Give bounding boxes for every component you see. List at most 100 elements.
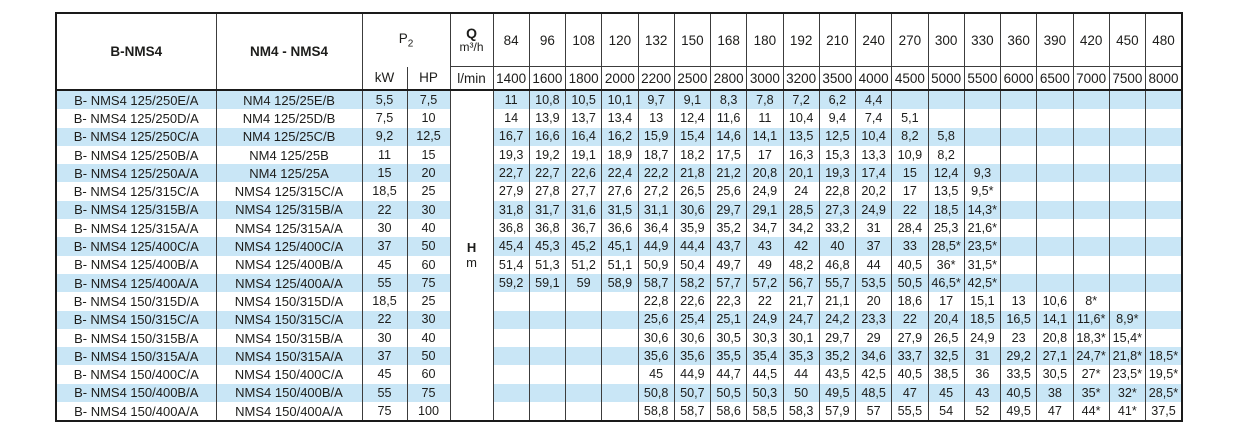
model-nm-cell: NMS4 125/315B/A [216,200,363,220]
model-b-cell: B- NMS4 150/315A/A [56,347,217,366]
head-value-cell: 36,8 [493,219,530,238]
head-value-cell [964,109,1002,128]
head-value-cell: 21,2 [710,164,748,183]
head-value-cell: 58,2 [674,273,712,293]
head-value-cell: 8,2 [891,127,929,146]
head-value-cell: 37,5 [1145,402,1183,422]
flow-lmin-header-cell: 5500 [964,66,1002,91]
kw-cell: 45 [362,255,408,274]
head-value-cell [964,145,1002,165]
head-value-cell [1145,200,1183,220]
kw-cell: 30 [362,328,408,348]
head-value-cell [493,310,530,329]
head-value-cell [565,365,603,384]
head-value-cell: 50,9 [638,255,675,274]
head-value-cell: 27* [1073,365,1110,384]
head-value-cell: 44,7 [710,365,748,384]
head-value-cell [1109,109,1147,128]
head-value-cell: 35,6 [674,347,712,366]
head-value-cell: 36,7 [565,219,603,238]
head-value-cell: 11,6 [710,109,748,128]
head-value-cell: 16,4 [565,127,603,146]
kw-cell: 30 [362,219,408,238]
head-value-cell [1036,273,1074,293]
head-value-cell [529,310,567,329]
kw-cell: 15 [362,164,408,183]
hp-cell: 60 [407,255,451,274]
head-value-cell: 18,3* [1073,328,1110,348]
flow-m3h-header-cell: 84 [493,13,530,67]
head-value-cell: 51,4 [493,255,530,274]
head-value-cell: 24,9 [746,310,784,329]
head-value-cell: 22,6 [674,292,712,311]
model-nm-cell: NMS4 125/400B/A [216,255,363,274]
head-value-cell [565,402,603,422]
head-value-cell: 10,4 [783,109,820,128]
head-value-cell: 34,7 [746,219,784,238]
head-value-cell: 36,8 [529,219,567,238]
head-value-cell: 20,8 [746,164,784,183]
head-value-cell: 24,2 [819,310,857,329]
head-value-cell: 9,5* [964,182,1002,201]
head-value-cell: 24,9 [964,328,1002,348]
head-value-cell: 21,1 [819,292,857,311]
head-value-cell: 12,4 [674,109,712,128]
head-value-cell [1073,109,1110,128]
head-value-cell: 55,5 [891,402,929,422]
head-value-cell [1036,164,1074,183]
head-value-cell: 35,3 [783,347,820,366]
head-value-cell: 30,6 [674,328,712,348]
hp-cell: 30 [407,200,451,220]
head-value-cell: 20 [855,292,893,311]
head-value-cell: 36 [964,365,1002,384]
head-value-cell [1036,219,1074,238]
table-row: B- NMS4 125/250A/A NM4 125/25A 15 20 22,7 22,… [56,164,1183,183]
kw-cell: 9,2 [362,127,408,146]
table-row: B- NMS4 125/315B/A NMS4 125/315B/A 22 30 31,… [56,200,1183,220]
kw-cell: 18,5 [362,182,408,201]
head-value-cell: 35* [1073,383,1110,403]
head-value-cell [1000,219,1038,238]
model-nm-cell: NMS4 150/400B/A [216,383,363,403]
head-value-cell: 17 [928,292,965,311]
model-nm-cell: NMS4 125/400C/A [216,237,363,256]
head-value-cell [1000,273,1038,293]
head-value-cell: 28,5 [783,200,820,220]
head-value-cell: 16,7 [493,127,530,146]
head-value-cell: 44,9 [674,365,712,384]
head-value-cell: 45,2 [565,237,603,256]
head-value-cell: 16,3 [783,145,820,165]
head-value-cell [565,383,603,403]
head-value-cell: 52 [964,402,1002,422]
head-value-cell [964,127,1002,146]
header-row-lmin: kW HP l/min 1400 1600 1800 2000 2200 2500 2800… [56,66,1183,91]
p2-symbol: P [398,30,408,46]
head-value-cell: 59 [565,273,603,293]
head-value-cell: 43 [746,237,784,256]
hp-cell: 30 [407,310,451,329]
head-value-cell [601,328,639,348]
head-value-cell: 9,1 [674,90,712,110]
head-value-cell [1145,127,1183,146]
hp-cell: 75 [407,273,451,293]
head-value-cell [1000,90,1038,110]
head-value-cell [1000,164,1038,183]
head-value-cell: 30,3 [746,328,784,348]
head-value-cell: 25,4 [674,310,712,329]
head-value-cell [1109,200,1147,220]
kw-cell: 45 [362,365,408,384]
head-value-cell: 8,3 [710,90,748,110]
head-value-cell: 17 [746,145,784,165]
head-value-cell [529,383,567,403]
flow-lmin-header-cell: 6500 [1036,66,1074,91]
hp-cell: 60 [407,365,451,384]
kw-cell: 55 [362,383,408,403]
head-value-cell [1073,219,1110,238]
flow-m3h-header-cell: 480 [1145,13,1183,67]
head-value-cell [1073,90,1110,110]
table-row: B- NMS4 150/315B/A NMS4 150/315B/A 30 40 30,… [56,328,1183,348]
head-value-cell: 17,5 [710,145,748,165]
head-value-cell: 23,3 [855,310,893,329]
flow-lmin-header-cell: 7000 [1073,66,1110,91]
head-value-cell [1109,182,1147,201]
